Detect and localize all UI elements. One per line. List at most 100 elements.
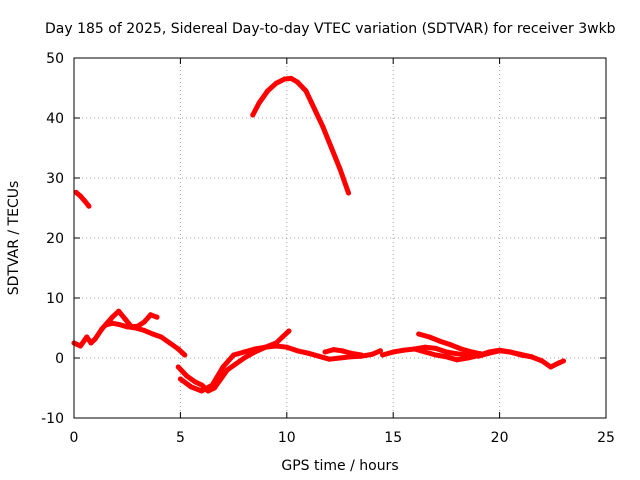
data-point bbox=[454, 351, 460, 357]
data-point bbox=[150, 331, 156, 337]
data-point bbox=[273, 343, 279, 349]
data-point bbox=[337, 355, 343, 361]
data-point bbox=[250, 112, 256, 118]
data-point bbox=[556, 360, 562, 366]
data-point bbox=[263, 344, 268, 350]
data-point bbox=[175, 346, 181, 352]
y-tick-label: -10 bbox=[41, 411, 64, 427]
data-point bbox=[122, 316, 128, 322]
data-point bbox=[282, 76, 288, 82]
data-point bbox=[337, 166, 343, 172]
x-tick-label: 25 bbox=[597, 430, 615, 446]
data-point bbox=[182, 352, 188, 358]
data-point bbox=[331, 347, 337, 353]
data-point bbox=[305, 350, 311, 356]
data-point bbox=[469, 349, 475, 355]
y-tick-label: 30 bbox=[46, 171, 64, 187]
data-point bbox=[116, 321, 122, 327]
series-track-low-b bbox=[103, 320, 188, 358]
data-point bbox=[177, 376, 183, 382]
data-point bbox=[422, 344, 428, 350]
data-point bbox=[339, 348, 345, 354]
data-point bbox=[486, 349, 492, 355]
data-point bbox=[175, 364, 181, 370]
data-point bbox=[443, 349, 449, 355]
data-point bbox=[92, 336, 98, 342]
data-point bbox=[458, 346, 464, 352]
data-point bbox=[507, 349, 513, 355]
data-point bbox=[401, 347, 407, 353]
data-point bbox=[475, 353, 481, 359]
data-point bbox=[320, 124, 326, 130]
data-point bbox=[199, 388, 205, 394]
data-point bbox=[454, 357, 460, 363]
axis-ticks: 0 5 10 15 20 25 -10 0 10 20 30 40 50 bbox=[41, 51, 615, 446]
data-point bbox=[231, 352, 237, 358]
data-point bbox=[141, 319, 147, 325]
x-tick-label: 20 bbox=[491, 430, 509, 446]
data-point bbox=[224, 367, 230, 373]
data-point bbox=[322, 349, 328, 355]
data-point bbox=[158, 334, 164, 340]
data-point bbox=[294, 79, 300, 85]
data-point bbox=[412, 346, 417, 352]
x-tick-label: 0 bbox=[70, 430, 79, 446]
data-point bbox=[241, 355, 247, 361]
data-point bbox=[86, 203, 92, 209]
series-track-high-arc bbox=[250, 75, 351, 196]
data-point bbox=[148, 312, 154, 318]
data-point bbox=[346, 190, 351, 196]
y-axis-label: SDTVAR / TECUs bbox=[6, 181, 22, 296]
data-point bbox=[188, 384, 194, 390]
x-tick-label: 15 bbox=[384, 430, 402, 446]
y-tick-label: 10 bbox=[46, 291, 64, 307]
data-point bbox=[199, 382, 205, 388]
data-point bbox=[77, 193, 83, 199]
data-point bbox=[518, 351, 524, 357]
data-series bbox=[71, 75, 566, 394]
y-tick-label: 0 bbox=[55, 351, 64, 367]
data-point bbox=[303, 88, 309, 94]
data-point bbox=[167, 340, 173, 346]
data-point bbox=[116, 308, 122, 314]
grid-lines bbox=[74, 58, 606, 418]
data-point bbox=[443, 354, 449, 360]
x-axis-label: GPS time / hours bbox=[281, 458, 398, 474]
data-point bbox=[220, 364, 226, 370]
data-point bbox=[209, 382, 215, 388]
series-track-early-high bbox=[73, 189, 92, 209]
data-point bbox=[348, 350, 354, 356]
data-point bbox=[273, 80, 279, 86]
data-point bbox=[377, 348, 383, 354]
data-point bbox=[256, 100, 262, 106]
data-point bbox=[288, 75, 294, 81]
data-point bbox=[329, 145, 334, 151]
data-point bbox=[73, 189, 79, 195]
data-point bbox=[192, 379, 198, 385]
data-point bbox=[539, 358, 545, 364]
data-point bbox=[422, 349, 428, 355]
data-point bbox=[99, 326, 105, 332]
data-point bbox=[548, 364, 554, 370]
data-point bbox=[124, 324, 130, 330]
data-point bbox=[529, 354, 534, 360]
data-point bbox=[109, 320, 115, 326]
y-tick-label: 40 bbox=[46, 111, 64, 127]
data-point bbox=[280, 334, 285, 340]
data-point bbox=[390, 349, 396, 355]
data-point bbox=[233, 361, 239, 367]
chart-title: Day 185 of 2025, Sidereal Day-to-day VTE… bbox=[45, 21, 616, 37]
data-point bbox=[77, 343, 83, 349]
data-point bbox=[465, 355, 471, 361]
x-tick-label: 5 bbox=[176, 430, 185, 446]
data-point bbox=[316, 353, 322, 359]
data-point bbox=[433, 345, 439, 351]
data-point bbox=[437, 338, 443, 344]
data-point bbox=[433, 352, 439, 358]
y-tick-label: 50 bbox=[46, 51, 64, 67]
data-point bbox=[286, 328, 292, 334]
data-point bbox=[141, 327, 147, 333]
x-tick-label: 10 bbox=[278, 430, 296, 446]
data-point bbox=[284, 344, 290, 350]
